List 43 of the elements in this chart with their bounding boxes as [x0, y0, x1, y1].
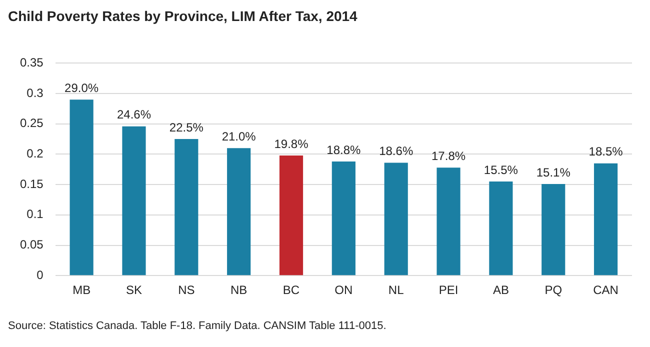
bar — [542, 184, 566, 276]
x-tick-label: NS — [178, 283, 195, 298]
x-tick-label: AB — [492, 283, 509, 298]
bar — [332, 162, 356, 276]
y-tick-label: 0.2 — [26, 146, 44, 161]
chart-title: Child Poverty Rates by Province, LIM After Tax, 2014 — [8, 8, 358, 26]
data-label: 18.5% — [588, 144, 624, 159]
data-label: 18.8% — [326, 142, 362, 157]
x-tick-label: SK — [126, 283, 142, 298]
x-tick-label: BC — [282, 283, 300, 298]
data-label: 22.5% — [169, 120, 204, 134]
bar — [122, 126, 146, 276]
x-tick-label: NL — [388, 283, 404, 298]
data-label: 18.6% — [379, 144, 414, 158]
bar — [384, 162, 408, 276]
bar — [594, 163, 618, 276]
x-tick-label: MB — [72, 283, 91, 298]
y-tick-label: 0.3 — [26, 86, 44, 100]
data-label: 29.0% — [64, 80, 99, 95]
x-tick-label: CAN — [593, 283, 618, 298]
bar — [70, 100, 94, 276]
y-tick-label: 0.25 — [20, 116, 44, 130]
bar — [174, 139, 198, 276]
data-label: 24.6% — [116, 108, 152, 122]
y-tick-label: 0.1 — [26, 207, 44, 222]
data-label: 15.1% — [536, 165, 571, 180]
y-tick-label: 0.15 — [20, 176, 44, 191]
data-label: 15.5% — [484, 162, 518, 177]
y-tick-label: 0 — [36, 268, 44, 282]
bar — [436, 168, 460, 276]
bar — [227, 148, 251, 276]
x-tick-label: NB — [230, 283, 248, 298]
bar — [489, 182, 513, 276]
source-note: Source: Statistics Canada. Table F-18. Family Data. CANSIM Table 111-0015. — [8, 320, 388, 332]
data-label: 19.8% — [274, 136, 309, 151]
x-tick-label: PQ — [544, 283, 562, 298]
x-tick-label: ON — [334, 283, 353, 298]
y-tick-label: 0.05 — [20, 238, 44, 252]
data-label: 21.0% — [222, 129, 256, 144]
bar — [279, 155, 304, 276]
y-tick-label: 0.35 — [20, 56, 44, 70]
data-label: 17.8% — [432, 148, 466, 163]
x-tick-label: PEI — [438, 283, 458, 298]
